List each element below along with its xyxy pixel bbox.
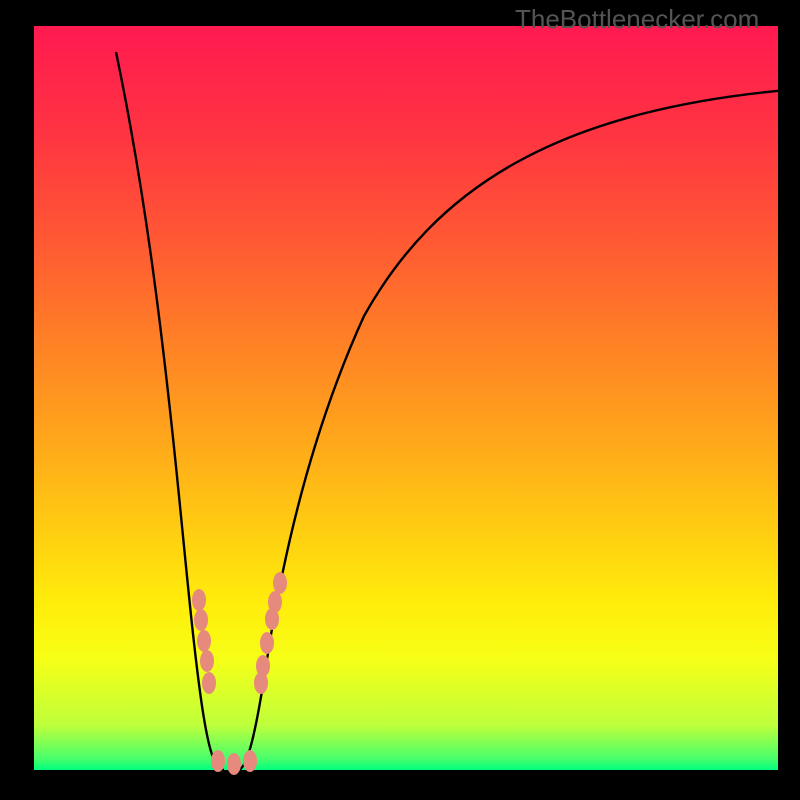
curve-layer: [34, 26, 778, 770]
data-marker: [211, 750, 225, 772]
data-marker: [192, 589, 206, 611]
data-marker: [202, 672, 216, 694]
data-marker: [260, 632, 274, 654]
watermark-text: TheBottlenecker.com: [515, 4, 759, 35]
data-marker: [227, 753, 241, 775]
plot-area: [34, 26, 778, 770]
data-marker: [256, 655, 270, 677]
marker-group: [192, 572, 287, 775]
data-marker: [200, 650, 214, 672]
chart-frame: TheBottlenecker.com: [0, 0, 800, 800]
curve-right: [239, 88, 800, 770]
data-marker: [273, 572, 287, 594]
data-marker: [243, 750, 257, 772]
data-marker: [268, 591, 282, 613]
data-marker: [197, 630, 211, 652]
data-marker: [194, 609, 208, 631]
